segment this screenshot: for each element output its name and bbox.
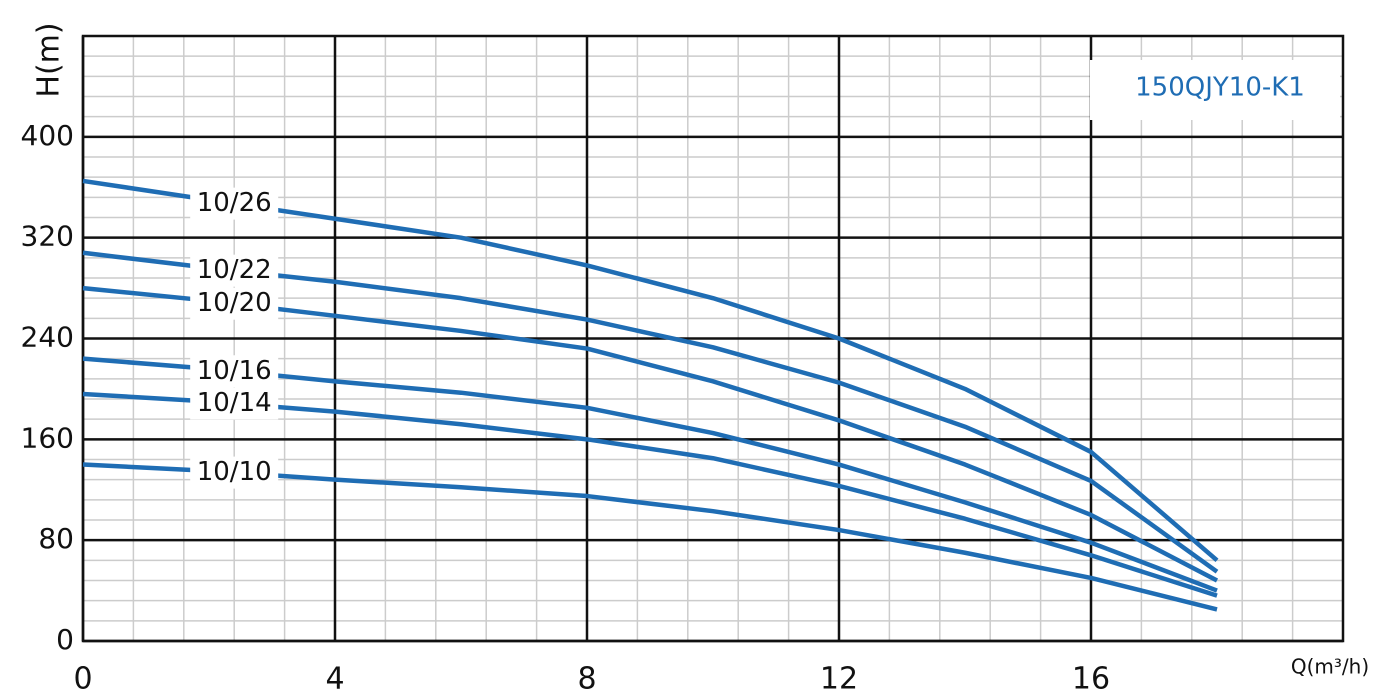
series-label: 10/22 <box>197 255 272 285</box>
label-bg <box>190 287 279 320</box>
x-tick-label: 12 <box>820 662 858 697</box>
series-label: 10/14 <box>197 388 272 418</box>
label-bg <box>190 254 279 287</box>
title-box <box>1090 60 1340 120</box>
y-tick-label: 320 <box>21 220 74 253</box>
series-label: 10/16 <box>197 356 272 386</box>
label-bg <box>190 187 279 220</box>
x-axis-label: Q(m³/h) <box>1291 655 1369 679</box>
x-tick-label: 4 <box>325 662 344 697</box>
series-label: 10/10 <box>197 457 272 487</box>
series-label: 10/26 <box>197 188 272 218</box>
y-axis-label: H(m) <box>32 22 67 97</box>
label-bg <box>190 355 279 388</box>
series-line <box>82 391 1218 598</box>
x-tick-label: 16 <box>1072 662 1110 697</box>
series-label: 10/20 <box>197 288 272 318</box>
label-bg <box>190 456 279 489</box>
x-tick-label: 8 <box>577 662 596 697</box>
x-tick-label: 0 <box>73 662 92 697</box>
y-tick-label: 160 <box>21 421 74 454</box>
plot-frame <box>81 34 1345 643</box>
label-bg <box>190 387 279 420</box>
chart-title: 150QJY10-K1 <box>1135 73 1305 103</box>
y-tick-label: 0 <box>56 623 74 656</box>
y-tick-label: 240 <box>21 321 74 354</box>
y-tick-label: 400 <box>21 119 74 152</box>
y-tick-label: 80 <box>38 522 74 555</box>
